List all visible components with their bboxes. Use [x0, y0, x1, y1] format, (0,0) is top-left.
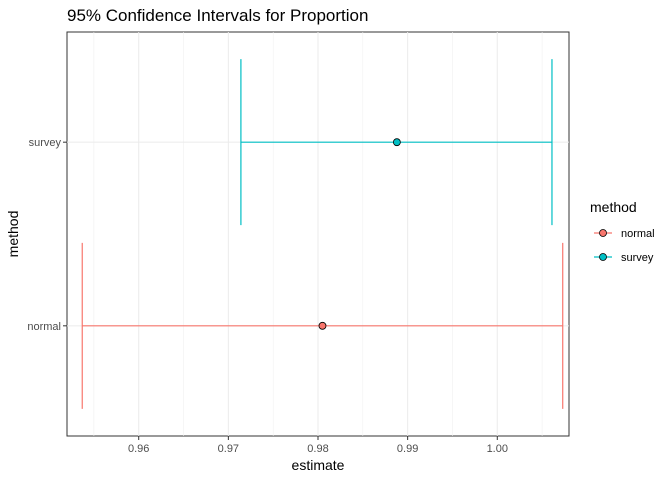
- grid-lines: [67, 32, 569, 436]
- x-tick-label: 1.00: [487, 443, 508, 455]
- point-normal-estimate: [318, 321, 327, 330]
- x-tick-label: 0.99: [397, 443, 418, 455]
- legend-key-point-normal: [599, 229, 607, 237]
- x-axis-ticks: 0.96 0.97 0.98 0.99 1.00: [128, 436, 508, 455]
- legend-label-normal: normal: [621, 228, 655, 240]
- x-tick-label: 0.98: [307, 443, 328, 455]
- x-axis-label: estimate: [292, 457, 345, 473]
- chart-title: 95% Confidence Intervals for Proportion: [67, 6, 368, 25]
- legend-key-point-survey: [599, 253, 607, 261]
- y-tick-label: survey: [29, 137, 62, 149]
- data-marks: [81, 59, 564, 409]
- legend: method normal survey: [590, 199, 655, 264]
- x-tick-label: 0.97: [218, 443, 239, 455]
- y-axis-label: method: [5, 211, 21, 258]
- y-axis-ticks: normal survey: [27, 137, 67, 333]
- legend-label-survey: survey: [621, 252, 654, 264]
- legend-title: method: [590, 199, 637, 215]
- point-survey-estimate: [392, 138, 401, 147]
- y-tick-label: normal: [27, 321, 61, 333]
- x-tick-label: 0.96: [128, 443, 149, 455]
